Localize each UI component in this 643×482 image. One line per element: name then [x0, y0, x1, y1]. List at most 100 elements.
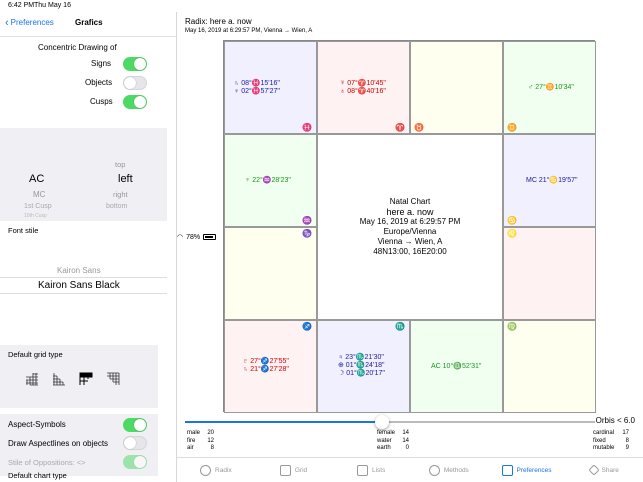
font-option-above[interactable]: Kairon Sans: [57, 266, 101, 275]
back-button[interactable]: ‹ Preferences: [5, 16, 54, 29]
orbis-slider[interactable]: [185, 415, 595, 429]
natal-chart-grid[interactable]: ♄ 08°♓15'16" ♀ 02°♓57'27" ♓ ☿ 07°♈10'45"…: [223, 40, 596, 413]
tab-label: Lists: [371, 466, 386, 474]
cell-libra[interactable]: AC 10°♎52'31": [410, 320, 503, 413]
center-place: Vienna → Wien, A: [377, 237, 443, 246]
toggle-label: Objects: [85, 78, 113, 87]
grid-full-icon[interactable]: [25, 372, 39, 386]
toggle-row-objects: Objects: [0, 74, 176, 92]
picker-left-selected[interactable]: AC: [29, 173, 45, 185]
planet-line: ⊕ 01°♏24'18": [338, 362, 385, 369]
stat-value: 12: [207, 437, 214, 444]
cell-taurus[interactable]: ♉: [410, 41, 503, 134]
stat-label: male: [187, 430, 201, 436]
aquarius-icon: ♒: [302, 216, 312, 225]
picker-left-below2[interactable]: 1st Cusp: [24, 203, 52, 210]
scorpio-icon: ♏: [395, 322, 405, 331]
picker-bg: [0, 128, 167, 221]
cell-gemini[interactable]: ♂ 27°♊10'34" ♊: [503, 41, 596, 134]
cell-aries[interactable]: ☿ 07°♈10'45" ♁ 08°♈40'16" ♈: [317, 41, 410, 134]
pisces-icon: ♓: [302, 123, 312, 132]
cell-leo[interactable]: ♌: [503, 227, 596, 320]
position-picker[interactable]: top AC left MC right 1st Cusp bottom 10t…: [0, 116, 176, 221]
stat-label: water: [377, 437, 392, 444]
tab-bar: Radix Grid Lists Methods Preferences Sha…: [177, 457, 643, 482]
draw-aspectlines-label: Draw Aspectlines on objects: [8, 439, 109, 448]
planet-line: MC 21°♋19'57": [526, 177, 578, 184]
tab-label: Share: [601, 466, 619, 474]
stat-label: air: [187, 445, 194, 451]
stat-label: cardinal: [593, 430, 615, 436]
cell-scorpio[interactable]: ♃ 23°♏21'30" ⊕ 01°♏24'18" ☽ 01°♏20'17" ♏: [317, 320, 410, 413]
battery-icon: [203, 234, 217, 240]
tab-grid[interactable]: Grid: [255, 458, 333, 482]
picker-right-below1[interactable]: right: [113, 190, 128, 199]
stat-value: 14: [402, 437, 409, 444]
taurus-icon: ♉: [414, 123, 424, 132]
planet-line: ♃ 23°♏21'30": [338, 354, 384, 361]
stats-mid: female 14 water 14 earth 0: [377, 430, 409, 453]
aspect-symbols-toggle[interactable]: [123, 418, 147, 432]
slider-knob[interactable]: [374, 415, 389, 429]
font-picker[interactable]: Kairon Sans Kairon Sans Black: [0, 263, 167, 303]
virgo-icon: ♍: [507, 322, 517, 331]
picker-left-below3[interactable]: 10th Cusp: [24, 213, 47, 219]
grid-type-label: Default grid type: [8, 350, 63, 359]
chevron-left-icon: ‹: [5, 16, 9, 29]
chart-pane: Radix: here a. now May 16, 2019 at 6:29:…: [177, 12, 643, 482]
stat-label: female: [377, 430, 396, 436]
nav-title: Grafics: [75, 18, 103, 27]
picker-right-selected[interactable]: left: [118, 173, 133, 185]
grid-icon: [279, 464, 291, 476]
font-selected[interactable]: Kairon Sans Black: [38, 280, 120, 291]
stat-value: 8: [625, 437, 629, 444]
settings-pane: ‹ Preferences Grafics Concentric Drawing…: [0, 12, 177, 482]
aspect-section: Aspect-Symbols Draw Aspectlines on objec…: [0, 414, 158, 476]
grid-tri-icon[interactable]: [106, 372, 120, 386]
center-title: Natal Chart: [389, 197, 431, 206]
status-time: 6:42 PM: [8, 2, 35, 9]
nav-bar: ‹ Preferences Grafics: [0, 12, 176, 36]
leo-icon: ♌: [507, 229, 517, 238]
draw-aspectlines-toggle[interactable]: [123, 436, 147, 450]
oppositions-toggle[interactable]: [123, 455, 147, 469]
planet-line: ♀ 02°♓57'27": [234, 88, 280, 95]
cell-virgo[interactable]: ♍: [503, 320, 596, 413]
picker-left-below1[interactable]: MC: [33, 190, 46, 199]
tab-lists[interactable]: Lists: [332, 458, 410, 482]
stat-value: 9: [625, 445, 629, 451]
signs-toggle[interactable]: [123, 57, 147, 71]
cell-capricorn[interactable]: ♑: [224, 227, 317, 320]
grid-filled-icon[interactable]: [79, 372, 93, 386]
grid-type-section: Default grid type: [0, 345, 158, 408]
radix-subtitle: May 16, 2019 at 6:29:57 PM, Vienna → Wie…: [185, 28, 313, 34]
tab-share[interactable]: Share: [565, 458, 643, 482]
tab-radix[interactable]: Radix: [177, 458, 255, 482]
status-right: ◠ 78%: [177, 2, 643, 472]
planet-line: AC 10°♎52'31": [431, 363, 482, 370]
picker-divider: [0, 277, 167, 278]
grid-stair-icon[interactable]: [52, 372, 66, 386]
status-bar: 6:42 PM Thu May 16 ◠ 78%: [0, 0, 643, 241]
cell-sagittarius[interactable]: ♇ 27°♐27'55" ♄ 21°♐27'28" ♐: [224, 320, 317, 413]
cell-cancer[interactable]: MC 21°♋19'57" ♋: [503, 134, 596, 227]
tab-methods[interactable]: Methods: [410, 458, 488, 482]
stat-label: fixed: [593, 437, 606, 444]
oppositions-label: Stile of Oppositions: <>: [8, 458, 86, 467]
cusps-toggle[interactable]: [123, 95, 147, 109]
tab-preferences[interactable]: Preferences: [488, 458, 566, 482]
stat-label: mutable: [593, 445, 615, 451]
cell-aquarius[interactable]: ♆ 22°♒28'23" ♒: [224, 134, 317, 227]
list-icon: [356, 464, 368, 476]
stat-value: 17: [622, 430, 629, 436]
font-section: Font stile Kairon Sans Kairon Sans Black: [0, 221, 176, 336]
objects-toggle[interactable]: [123, 76, 147, 90]
wifi-icon: ◠: [177, 234, 184, 241]
picker-right-above[interactable]: top: [115, 160, 126, 169]
share-icon: [587, 464, 600, 476]
picker-divider: [0, 293, 167, 294]
cell-pisces[interactable]: ♄ 08°♓15'16" ♀ 02°♓57'27" ♓: [224, 41, 317, 134]
planet-line: ♁ 08°♈40'16": [340, 88, 386, 95]
center-date: May 16, 2019 at 6:29:57 PM: [359, 217, 461, 226]
picker-right-below2[interactable]: bottom: [106, 203, 128, 210]
